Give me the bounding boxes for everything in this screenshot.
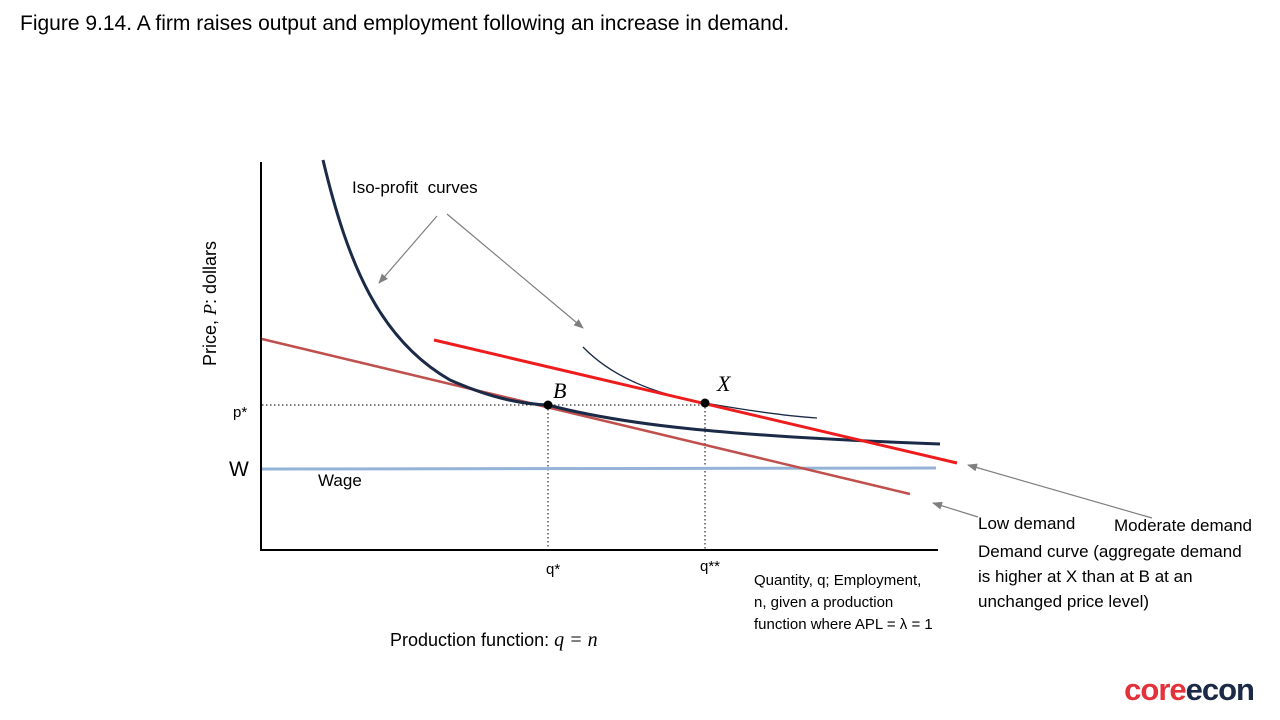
x-axis-label: Quantity, q; Employment, n, given a prod… xyxy=(754,570,964,636)
moderate-demand-arrow xyxy=(967,463,1153,519)
coreecon-logo: coreecon xyxy=(1124,672,1255,708)
x-axis-label-line: Quantity, q; Employment, xyxy=(754,572,922,589)
iso-profit-arrow-right xyxy=(446,213,584,329)
moderate-demand-curve xyxy=(433,338,958,465)
iso-profit-arrow-left xyxy=(378,215,438,284)
production-function-label: Production function: q = n xyxy=(390,628,598,653)
moderate-demand-label: Moderate demand xyxy=(1114,516,1252,535)
point-x-marker xyxy=(700,398,710,408)
tick-q-star: q* xyxy=(546,561,560,578)
demand-note-line: is higher at X than at B at an xyxy=(978,567,1193,586)
demand-curve-note: Demand curve (aggregate demand is higher… xyxy=(978,539,1278,614)
wage-label: Wage xyxy=(318,471,362,490)
tick-q-double-star: q** xyxy=(700,558,720,575)
iso-profit-label: Iso-profit curves xyxy=(352,178,478,197)
low-demand-curve xyxy=(261,337,911,496)
x-axis-label-line: function where APL = λ = 1 xyxy=(754,616,933,633)
low-demand-arrow xyxy=(932,501,979,518)
logo-part-core: core xyxy=(1124,672,1186,707)
point-b-label: B xyxy=(553,378,566,403)
y-axis-label: Price, P: dollars xyxy=(200,241,220,366)
production-function-formula: q = n xyxy=(554,629,598,651)
tick-p-star: p* xyxy=(233,404,247,421)
logo-part-econ: econ xyxy=(1185,672,1255,707)
point-b-marker xyxy=(543,400,553,410)
low-demand-label: Low demand xyxy=(978,514,1076,533)
point-x-label: X xyxy=(716,371,732,396)
figure-title: Figure 9.14. A firm raises output and em… xyxy=(20,12,790,35)
demand-note-line: unchanged price level) xyxy=(978,592,1150,611)
x-axis-label-line: n, given a production xyxy=(754,594,894,611)
wage-line xyxy=(261,466,937,471)
tick-w: W xyxy=(229,458,249,481)
iso-profit-curve-low xyxy=(321,159,941,446)
production-function-prefix: Production function: xyxy=(390,630,555,650)
demand-note-line: Demand curve (aggregate demand xyxy=(978,542,1242,561)
